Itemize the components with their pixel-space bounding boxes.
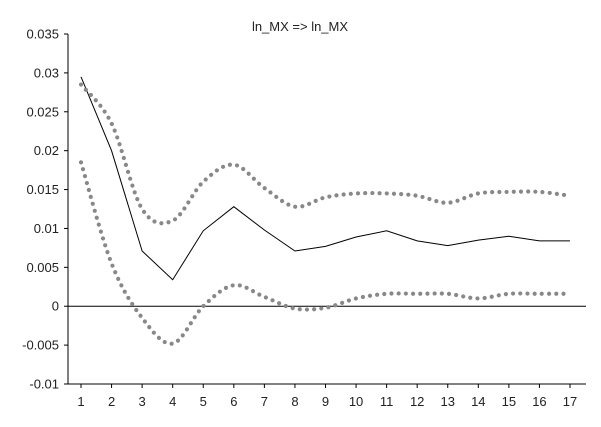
y-tick-label: 0.025	[26, 104, 59, 119]
x-tick-label: 8	[291, 394, 298, 409]
upper-confidence-band	[78, 82, 573, 226]
y-tick-label: 0.035	[26, 27, 59, 42]
y-tick-label: 0.02	[34, 143, 59, 158]
y-tick-label: 0.005	[26, 260, 59, 275]
x-tick-label: 13	[441, 394, 455, 409]
y-tick-label: 0	[52, 299, 59, 314]
response-line	[80, 76, 570, 281]
lower-confidence-band	[78, 160, 573, 346]
x-tick-label: 2	[108, 394, 115, 409]
x-tick-label: 16	[532, 394, 546, 409]
x-tick-label: 17	[563, 394, 577, 409]
x-tick-label: 9	[322, 394, 329, 409]
x-tick-label: 11	[380, 394, 394, 409]
x-tick-label: 12	[410, 394, 424, 409]
y-tick-label: 0.03	[34, 65, 59, 80]
x-tick-label: 10	[349, 394, 363, 409]
axes: -0.01 -0.005 0 0.005 0.01 0.015 0.02 0.025 0.03 0…	[22, 27, 586, 409]
y-tick-label: -0.01	[29, 377, 59, 392]
x-tick-label: 1	[77, 394, 84, 409]
x-tick-label: 14	[471, 394, 485, 409]
x-tick-label: 5	[200, 394, 207, 409]
chart-title: ln_MX => ln_MX	[252, 19, 348, 34]
x-tick-label: 6	[230, 394, 237, 409]
y-tick-label: -0.005	[22, 338, 59, 353]
y-tick-label: 0.01	[34, 221, 59, 236]
series-group	[78, 76, 573, 346]
x-tick-label: 7	[261, 394, 268, 409]
x-tick-label: 4	[169, 394, 176, 409]
x-tick-label: 3	[139, 394, 146, 409]
y-tick-label: 0.015	[26, 182, 59, 197]
x-tick-label: 15	[502, 394, 516, 409]
